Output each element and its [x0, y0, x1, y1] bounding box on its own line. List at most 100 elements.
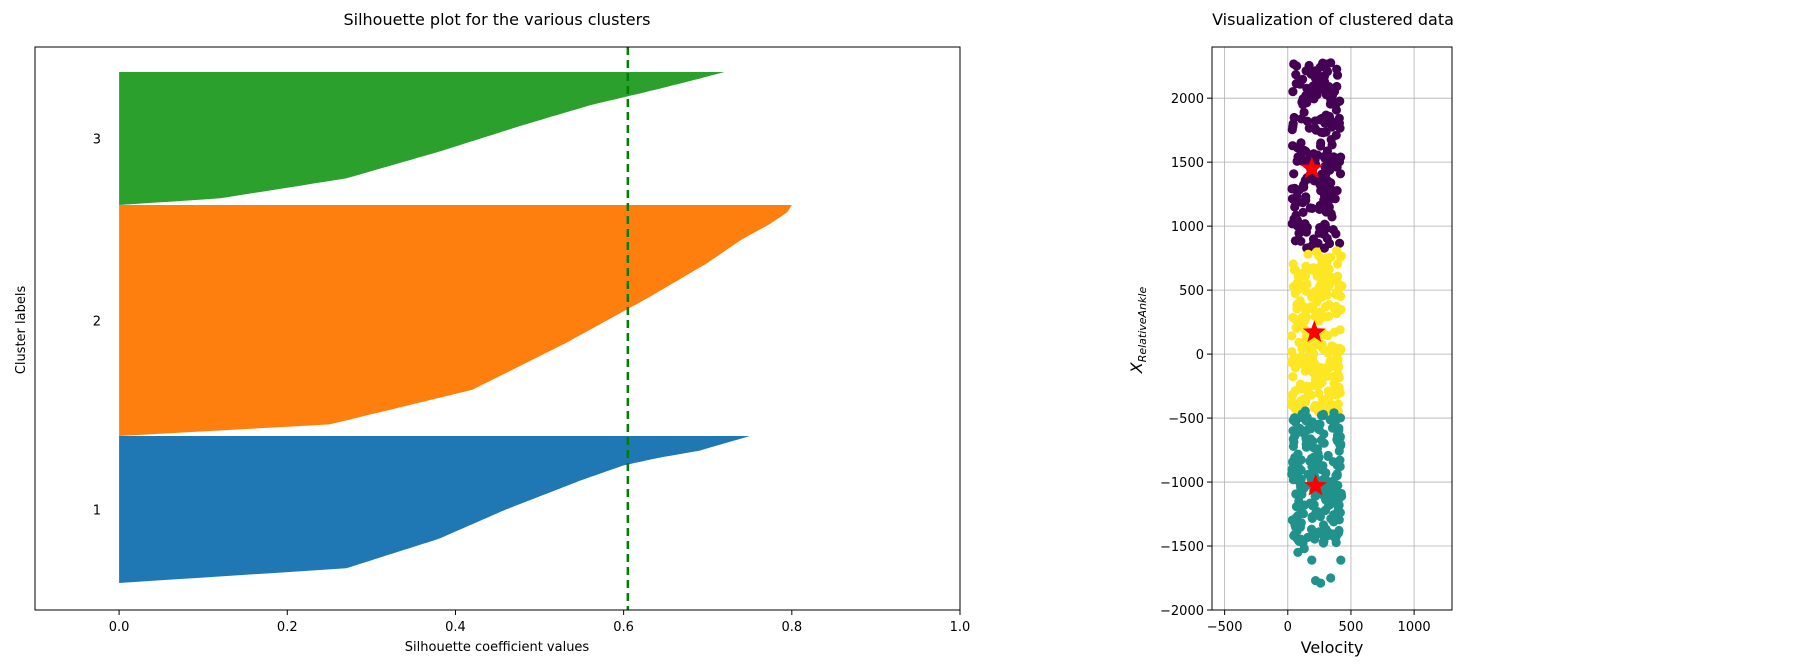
scatter-point-cluster-1 [1331, 229, 1341, 239]
scatter-y-tick-label: 2000 [1171, 92, 1204, 107]
silhouette-x-ticks: 0.0 0.2 0.4 0.6 0.8 1.0 [109, 610, 970, 635]
scatter-point-cluster-1 [1326, 194, 1336, 204]
scatter-point-cluster-3 [1329, 481, 1339, 491]
scatter-point-cluster-2 [1307, 353, 1317, 363]
cluster-label-1: 1 [93, 504, 101, 519]
scatter-point-cluster-1 [1320, 219, 1330, 229]
scatter-point-cluster-3 [1321, 474, 1331, 484]
scatter-point-cluster-2 [1324, 281, 1334, 291]
scatter-point-cluster-1 [1307, 83, 1317, 93]
scatter-point-cluster-3 [1302, 435, 1312, 445]
scatter-point-cluster-2 [1317, 395, 1327, 405]
scatter-point-cluster-2 [1298, 270, 1308, 280]
scatter-point-outlier [1307, 555, 1317, 565]
scatter-point-cluster-2 [1305, 339, 1315, 349]
scatter-point-cluster-3 [1334, 425, 1344, 435]
scatter-x-ticks: −500 0 500 1000 [1207, 610, 1431, 635]
scatter-point-cluster-3 [1288, 441, 1298, 451]
scatter-point-cluster-1 [1320, 167, 1330, 177]
scatter-point-cluster-1 [1312, 69, 1322, 79]
scatter-point-cluster-1 [1306, 91, 1317, 101]
scatter-y-tick-label: 1500 [1171, 156, 1204, 171]
scatter-point-cluster-1 [1319, 151, 1329, 162]
silhouette-plot-frame [34, 46, 961, 611]
scatter-point-cluster-2 [1288, 372, 1298, 382]
scatter-point-cluster-2 [1334, 384, 1344, 394]
scatter-point-cluster-2 [1302, 263, 1312, 273]
scatter-point-cluster-3 [1292, 457, 1302, 467]
scatter-point-cluster-2 [1333, 361, 1344, 372]
scatter-y-axis-label-base: X [1127, 361, 1146, 374]
scatter-y-tick-label: 500 [1179, 284, 1204, 299]
scatter-point-cluster-3 [1293, 466, 1303, 476]
scatter-point-cluster-2 [1324, 363, 1335, 373]
scatter-point-cluster-1 [1298, 100, 1308, 110]
silhouette-cluster-labels: 1 2 3 [93, 133, 101, 519]
scatter-point-cluster-1 [1298, 74, 1308, 84]
scatter-point-cluster-1 [1310, 116, 1320, 126]
scatter-points [1287, 58, 1347, 588]
scatter-point-cluster-1 [1316, 186, 1326, 196]
scatter-point-cluster-1 [1304, 65, 1314, 75]
scatter-point-cluster-1 [1290, 183, 1300, 193]
scatter-point-cluster-1 [1310, 123, 1320, 133]
scatter-point-cluster-3 [1307, 420, 1317, 430]
scatter-point-cluster-2 [1309, 287, 1319, 297]
scatter-point-cluster-3 [1293, 534, 1304, 544]
scatter-point-cluster-2 [1317, 343, 1328, 353]
scatter-point-cluster-3 [1328, 529, 1338, 539]
scatter-point-cluster-1 [1294, 228, 1304, 238]
scatter-point-cluster-1 [1291, 210, 1301, 220]
silhouette-plot: Silhouette plot for the various clusters… [14, 10, 970, 655]
scatter-point-outlier [1311, 576, 1321, 586]
scatter-point-cluster-3 [1325, 415, 1335, 425]
scatter-point-cluster-2 [1333, 355, 1343, 365]
scatter-point-cluster-3 [1318, 410, 1328, 421]
scatter-y-tick-label: −1000 [1160, 476, 1204, 491]
scatter-point-cluster-1 [1316, 138, 1326, 148]
scatter-x-tick-label: 1000 [1398, 620, 1431, 635]
scatter-point-cluster-1 [1326, 209, 1336, 219]
scatter-point-cluster-3 [1332, 469, 1342, 479]
scatter-point-cluster-1 [1290, 236, 1300, 246]
scatter-point-cluster-2 [1297, 312, 1307, 323]
scatter-point-cluster-2 [1333, 399, 1343, 409]
silhouette-plot-title: Silhouette plot for the various clusters [343, 10, 650, 29]
scatter-point-cluster-1 [1301, 227, 1311, 237]
scatter-centroids [1300, 156, 1327, 496]
scatter-point-cluster-1 [1322, 88, 1332, 99]
scatter-point-cluster-3 [1322, 488, 1332, 498]
scatter-point-cluster-3 [1308, 501, 1318, 511]
scatter-point-cluster-1 [1301, 146, 1311, 156]
scatter-point-cluster-3 [1312, 444, 1322, 454]
scatter-point-cluster-1 [1313, 238, 1323, 248]
scatter-point-cluster-1 [1332, 64, 1342, 74]
scatter-point-cluster-1 [1299, 180, 1309, 190]
scatter-point-cluster-3 [1296, 503, 1306, 513]
silhouette-band-cluster-1 [119, 436, 750, 583]
scatter-point-outlier [1326, 573, 1336, 583]
silhouette-y-axis-label: Cluster labels [14, 286, 29, 375]
scatter-y-axis-label: XRelativeAnkle [1127, 287, 1149, 375]
scatter-point-cluster-3 [1302, 412, 1312, 422]
scatter-point-cluster-1 [1327, 140, 1337, 150]
scatter-y-tick-label: −500 [1168, 412, 1204, 427]
scatter-point-cluster-1 [1332, 186, 1342, 196]
scatter-point-cluster-2 [1310, 400, 1320, 410]
scatter-point-cluster-3 [1310, 491, 1320, 501]
scatter-point-cluster-3 [1307, 462, 1317, 472]
scatter-point-cluster-2 [1326, 399, 1336, 409]
scatter-point-cluster-2 [1316, 277, 1327, 287]
scatter-plot: Visualization of clustered data −500 0 500… [1127, 10, 1454, 657]
scatter-point-cluster-1 [1298, 207, 1308, 217]
silhouette-x-tick-label: 0.8 [781, 620, 802, 635]
scatter-point-cluster-2 [1323, 386, 1333, 396]
scatter-point-cluster-1 [1332, 98, 1342, 108]
scatter-point-cluster-2 [1332, 302, 1342, 312]
silhouette-x-tick-label: 0.2 [277, 620, 298, 635]
scatter-point-cluster-3 [1323, 451, 1333, 461]
scatter-point-cluster-2 [1336, 252, 1346, 262]
scatter-y-axis-label-sub: RelativeAnkle [1136, 287, 1149, 363]
scatter-point-cluster-3 [1335, 461, 1345, 472]
